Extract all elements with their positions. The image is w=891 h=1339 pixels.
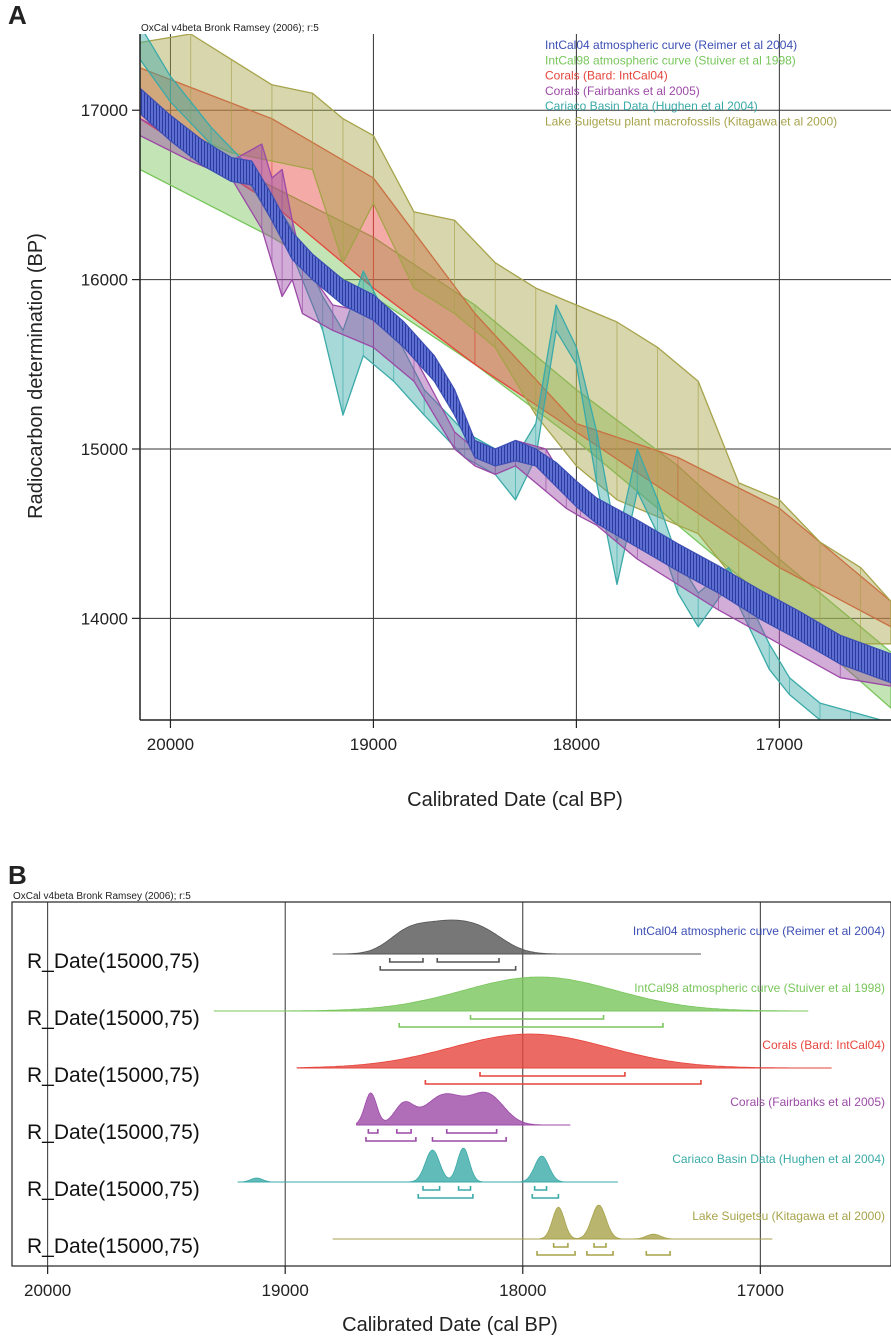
legend-entry-fairbanks: Corals (Fairbanks et al 2005) [545,84,700,98]
panel-b-range-68-5-0 [422,1186,441,1191]
panel-b-distribution-5 [237,1147,618,1183]
legend-entry-suigetsu: Lake Suigetsu plant macrofossils (Kitaga… [545,115,837,129]
panel-b-series-label-bard: Corals (Bard: IntCal04) [762,1038,885,1052]
panel-b-range-95-5-1 [531,1194,560,1199]
panel-b-row-5: R_Date(15000,75) Cariaco Basin Data (Hugh… [27,1147,885,1201]
panel-a-xtick-label-18000: 18000 [553,735,600,754]
panel-b-range-68-2-0 [469,1015,605,1020]
panel-a-legend: IntCal04 atmospheric curve (Reimer et al… [545,38,837,129]
panel-b-series-label-panelb-intcal04: IntCal04 atmospheric curve (Reimer et al… [633,924,885,938]
panel-a-x-axis-label: Calibrated Date (cal BP) [407,789,623,811]
panel-b-distribution-1 [332,919,701,955]
panel-b-series-label-fairbanks: Corals (Fairbanks et al 2005) [730,1095,885,1109]
panel-b-distribution-4 [356,1091,571,1126]
panel-b-row-2: R_Date(15000,75) IntCal98 atmospheric cur… [27,976,885,1030]
panel-b-range-95-3-0 [424,1080,702,1085]
panel-b-row-6: R_Date(15000,75) Lake Suigetsu (Kitagawa … [27,1204,885,1258]
panel-b-row-3: R_Date(15000,75) Corals (Bard: IntCal04) [27,1033,885,1087]
panel-b-range-95-6-1 [586,1251,614,1256]
panel-a-ticks: 20000 19000 18000 17000 14000 15000 16000 17000 [81,101,803,754]
panel-a-credit: OxCal v4beta Bronk Ramsey (2006); r:5 [141,23,319,34]
panel-b-range-68-5-2 [533,1186,548,1191]
panel-b-range-68-6-1 [593,1243,607,1248]
panel-b-row-label-5: R_Date(15000,75) [27,1178,200,1201]
legend-entry-bard: Corals (Bard: IntCal04) [545,69,668,83]
band-intcal04 [140,87,891,684]
panel-a-xtick-label-19000: 19000 [350,735,397,754]
panel-b-range-95-6-2 [645,1251,671,1256]
panel-b-row-label-6: R_Date(15000,75) [27,1235,200,1258]
panel-b-range-95-5-0 [417,1194,474,1199]
panel-b-xtick-label-17000: 17000 [737,1281,784,1300]
panel-b-credit: OxCal v4beta Bronk Ramsey (2006); r:5 [13,891,191,902]
panel-b-rows: R_Date(15000,75) IntCal04 atmospheric cur… [27,919,885,1258]
panel-b-distribution-3 [296,1033,832,1069]
panel-a-xtick-label-17000: 17000 [756,735,803,754]
panel-b-ticks: 20000 19000 18000 17000 [24,1266,784,1300]
panel-b-row-label-1: R_Date(15000,75) [27,950,200,973]
panel-b-xtick-label-18000: 18000 [499,1281,546,1300]
panel-a-xtick-label-20000: 20000 [147,735,194,754]
panel-a-series [140,34,891,720]
legend-entry-cariaco: Cariaco Basin Data (Hughen et al 2004) [545,99,758,113]
panel-b-range-68-4-0 [367,1129,379,1134]
panel-b-range-95-2-0 [398,1023,664,1028]
panel-a-ytick-label-14000: 14000 [81,609,128,628]
panel-b-range-68-3-0 [479,1072,626,1077]
panel-b-range-68-1-0 [388,958,424,963]
panel-b-distribution-6 [332,1204,773,1240]
legend-entry-intcal04: IntCal04 atmospheric curve (Reimer et al… [545,38,797,52]
panel-a-letter: A [8,0,27,30]
panel-b-series-label-cariaco: Cariaco Basin Data (Hughen et al 2004) [672,1152,885,1166]
panel-a-ytick-label-16000: 16000 [81,271,128,290]
panel-a-ytick-label-17000: 17000 [81,101,128,120]
panel-b-row-label-4: R_Date(15000,75) [27,1121,200,1144]
panel-b-range-68-4-2 [445,1129,498,1134]
band-suigetsu [140,34,891,645]
panel-b-series-label-intcal98: IntCal98 atmospheric curve (Stuiver et a… [634,981,885,995]
panel-b-distribution-2 [213,976,809,1012]
panel-b-xtick-label-20000: 20000 [24,1281,71,1300]
panel-a-ytick-label-15000: 15000 [81,440,128,459]
panel-b-x-axis-label: Calibrated Date (cal BP) [342,1314,558,1336]
panel-b-range-68-1-1 [436,958,500,963]
panel-b-row-label-3: R_Date(15000,75) [27,1064,200,1087]
panel-b-range-68-5-1 [457,1186,472,1191]
panel-b-range-95-4-1 [431,1137,507,1142]
panel-b-range-95-6-0 [536,1251,576,1256]
panel-b-xtick-label-19000: 19000 [262,1281,309,1300]
panel-b-series-label-suigetsu: Lake Suigetsu (Kitagawa et al 2000) [692,1209,885,1223]
panel-b-row-label-2: R_Date(15000,75) [27,1007,200,1030]
panel-b-range-95-1-0 [379,966,517,971]
panel-b-range-95-4-0 [365,1137,417,1142]
band-fairbanks [140,118,891,687]
band-bard [140,67,891,628]
legend-entry-intcal98: IntCal98 atmospheric curve (Stuiver et a… [545,53,796,67]
panel-b-row-1: R_Date(15000,75) IntCal04 atmospheric cur… [27,919,885,973]
panel-a-y-axis-label: Radiocarbon determination (BP) [25,233,47,519]
panel-b-row-4: R_Date(15000,75) Corals (Fairbanks et al … [27,1091,885,1144]
panel-b-range-68-4-1 [396,1129,412,1134]
panel-b-range-68-6-0 [552,1243,569,1248]
panel-b-letter: B [8,860,27,890]
